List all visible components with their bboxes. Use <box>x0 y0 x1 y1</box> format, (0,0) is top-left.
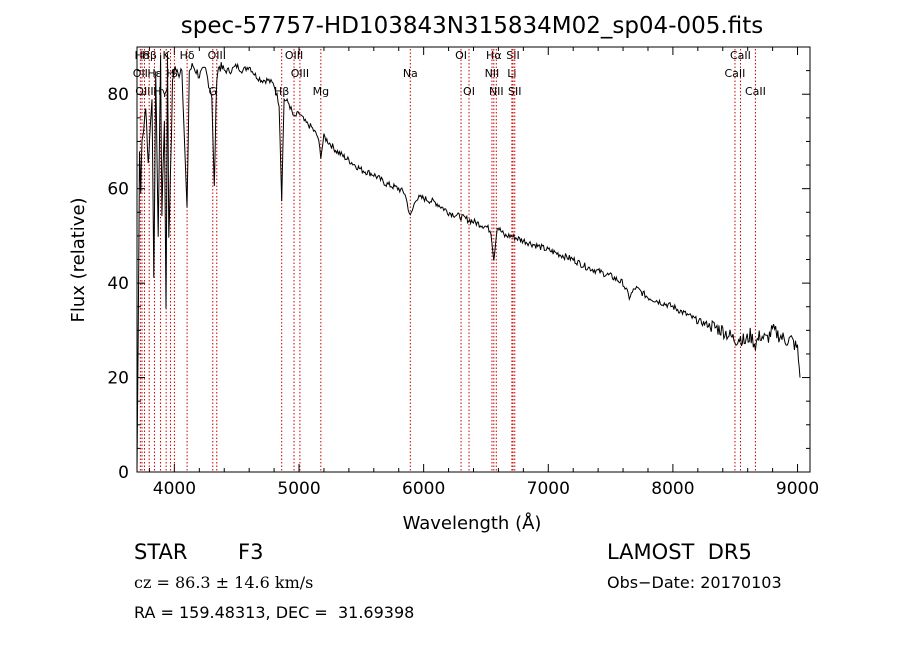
line-marker-label: Na <box>403 67 418 80</box>
line-marker-label: NII <box>489 85 504 98</box>
y-tick-label: 0 <box>118 463 129 483</box>
line-marker-label: OIII <box>285 49 303 62</box>
line-marker-label: OIII <box>291 67 309 80</box>
line-marker-label: G <box>209 85 218 98</box>
line-marker-label: H <box>166 67 174 80</box>
line-marker-label: OIII <box>135 85 153 98</box>
y-tick-label: 80 <box>107 85 129 105</box>
line-marker-label: OI <box>463 85 475 98</box>
line-marker-label: SII <box>508 85 521 98</box>
line-marker-label: CaII <box>725 67 746 80</box>
y-tick-label: 40 <box>107 274 129 294</box>
x-tick-label: 9000 <box>776 479 819 499</box>
subclass: F3 <box>238 540 264 564</box>
line-marker-label: OI <box>455 49 467 62</box>
x-tick-label: 8000 <box>651 479 694 499</box>
line-marker-label: SII <box>506 49 519 62</box>
line-marker-label: Hα <box>486 49 502 62</box>
line-marker-label: Li <box>507 67 516 80</box>
survey-release: LAMOST DR5 <box>607 540 752 564</box>
line-marker-label: S <box>171 67 178 80</box>
line-marker-label: OIII <box>208 49 226 62</box>
y-axis-label: Flux (relative) <box>68 197 89 322</box>
x-axis-label: Wavelength (Å) <box>403 512 542 534</box>
line-marker-label: Hβ <box>142 49 157 62</box>
line-marker-label: OII <box>133 67 148 80</box>
line-marker-label: NII <box>485 67 500 80</box>
plot-frame <box>136 46 811 473</box>
y-tick-label: 20 <box>107 369 129 389</box>
redshift-velocity: cz = 86.3 ± 14.6 km/s <box>134 573 314 592</box>
line-marker-label: CaII <box>730 49 751 62</box>
line-marker-label: Hε <box>147 67 161 80</box>
line-marker-label: Mg <box>313 85 329 98</box>
x-tick-label: 6000 <box>402 479 445 499</box>
y-tick-label: 60 <box>107 180 129 200</box>
line-marker-label: CaII <box>745 85 766 98</box>
object-class: STAR <box>134 540 188 564</box>
x-tick-label: 4000 <box>153 479 196 499</box>
spectrum-line <box>136 53 801 473</box>
line-marker-label: Hβ <box>274 85 289 98</box>
line-marker-label: Hδ <box>180 49 195 62</box>
coordinates: RA = 159.48313, DEC = 31.69398 <box>134 603 415 622</box>
spectrum-chart: spec-57757-HD103843N315834M02_sp04-005.f… <box>68 13 819 534</box>
x-tick-label: 7000 <box>527 479 570 499</box>
line-marker-label: K <box>163 49 171 62</box>
chart-title: spec-57757-HD103843N315834M02_sp04-005.f… <box>181 13 763 39</box>
x-axis-ticks: 4000 5000 6000 7000 8000 9000 <box>148 47 819 499</box>
observation-date: Obs−Date: 20170103 <box>607 573 782 592</box>
x-tick-label: 5000 <box>277 479 320 499</box>
line-marker-label: Hδ <box>134 49 149 62</box>
